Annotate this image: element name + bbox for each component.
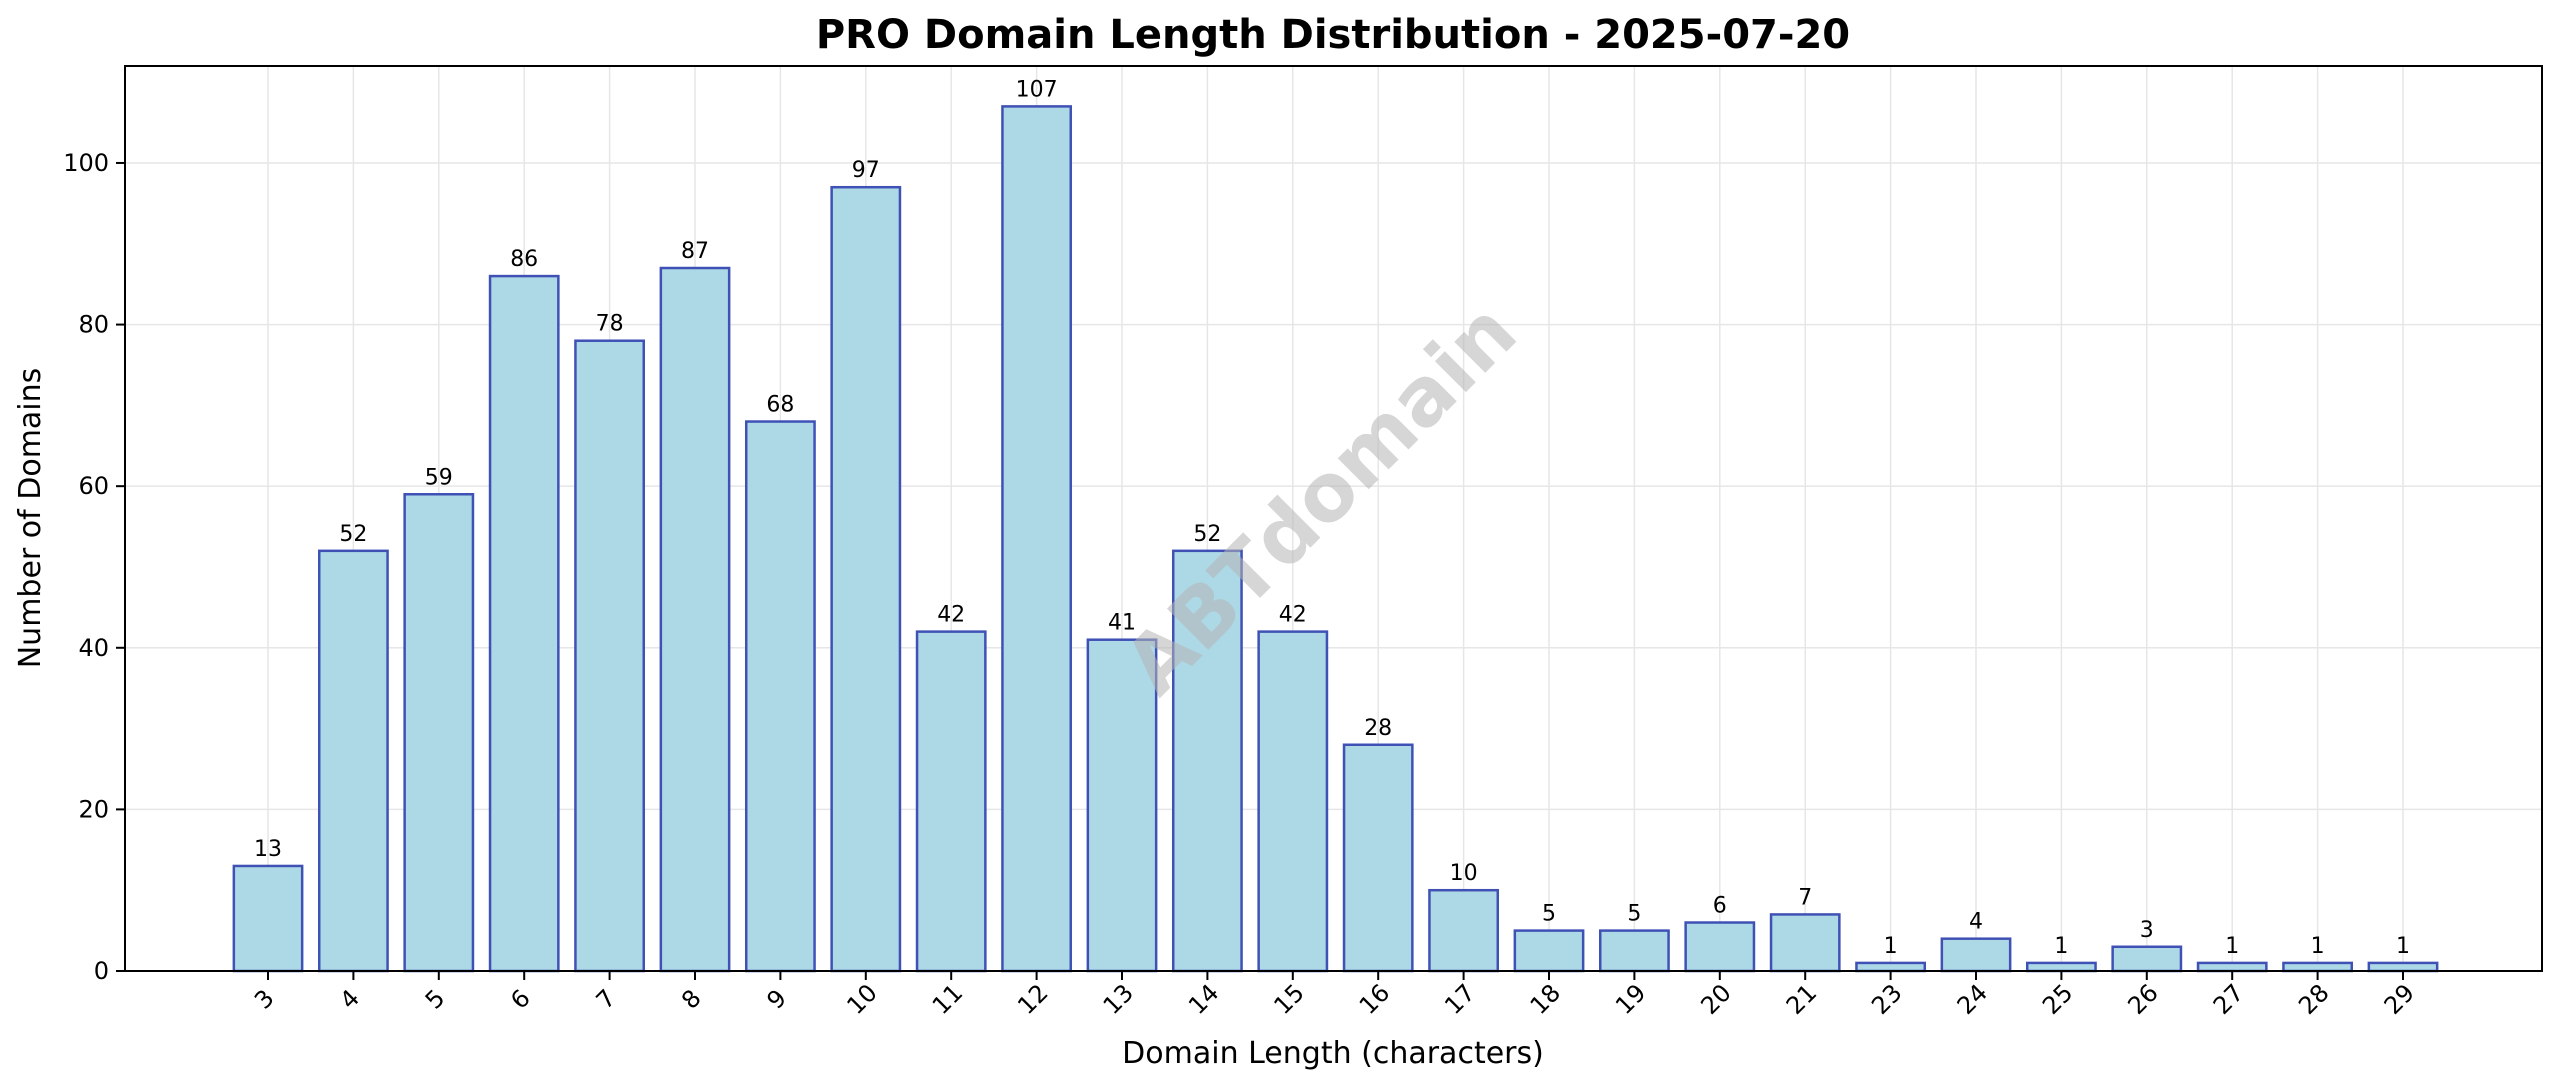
bar-7 [574, 339, 646, 973]
bar-20 [1684, 921, 1756, 973]
x-tick-label-27: 27 [2208, 979, 2249, 1020]
data-label-7: 78 [596, 312, 624, 337]
data-label-16: 28 [1364, 716, 1392, 741]
bar-24 [1940, 937, 2012, 973]
x-tick-label-13: 13 [1098, 979, 1139, 1020]
data-label-24: 4 [1969, 910, 1983, 935]
x-tick-label-9: 9 [761, 984, 792, 1015]
bar-5 [403, 493, 475, 973]
x-tick-label-25: 25 [2037, 979, 2078, 1020]
x-tick-label-28: 28 [2293, 979, 2334, 1020]
x-tick-label-3: 3 [249, 984, 280, 1015]
data-label-17: 10 [1450, 861, 1478, 886]
bar-14 [1171, 549, 1243, 973]
bar-16 [1342, 743, 1414, 973]
data-label-10: 97 [852, 158, 880, 183]
x-tick-label-18: 18 [1525, 979, 1566, 1020]
bar-19 [1598, 929, 1670, 973]
data-label-11: 42 [937, 603, 965, 628]
x-tick-label-21: 21 [1781, 979, 1822, 1020]
bar-12 [1001, 105, 1073, 973]
x-axis: 3 4 5 6 7 8 9 10 11 12 13 14 15 16 17 18 19 20 21 23 24 25 26 2… [249, 971, 2420, 1020]
y-tick-label: 60 [78, 472, 109, 500]
x-tick-label-29: 29 [2379, 979, 2420, 1020]
x-tick-label-19: 19 [1610, 979, 1651, 1020]
y-axis-label: Number of Domains [13, 368, 48, 669]
data-label-20: 6 [1713, 894, 1727, 919]
y-tick-label: 80 [78, 311, 109, 339]
bar-18 [1513, 929, 1585, 973]
bar-3 [232, 864, 304, 973]
y-tick-label: 100 [63, 149, 109, 177]
x-tick-label-14: 14 [1183, 979, 1224, 1020]
bar-6 [488, 274, 560, 973]
bar-28 [2282, 961, 2354, 973]
bar-27 [2196, 961, 2268, 973]
x-tick-label-5: 5 [420, 984, 451, 1015]
x-tick-label-6: 6 [505, 984, 536, 1015]
bar-9 [744, 420, 816, 973]
data-label-4: 52 [339, 522, 367, 547]
data-label-13: 41 [1108, 611, 1136, 636]
x-tick-label-11: 11 [927, 979, 968, 1020]
y-tick-label: 20 [78, 795, 109, 823]
bar-4 [317, 549, 389, 973]
data-label-21: 7 [1798, 885, 1812, 910]
x-tick-label-4: 4 [334, 984, 365, 1015]
x-tick-label-7: 7 [591, 984, 622, 1015]
x-tick-label-12: 12 [1012, 979, 1053, 1020]
x-tick-label-24: 24 [1952, 979, 1993, 1020]
data-label-19: 5 [1627, 902, 1641, 927]
data-label-23: 1 [1884, 934, 1898, 959]
x-tick-label-16: 16 [1354, 979, 1395, 1020]
data-label-28: 1 [2311, 934, 2325, 959]
bar-13 [1086, 638, 1158, 973]
y-tick-label: 0 [94, 957, 109, 985]
data-label-18: 5 [1542, 902, 1556, 927]
y-tick-label: 40 [78, 634, 109, 662]
x-tick-label-20: 20 [1695, 979, 1736, 1020]
data-label-6: 86 [510, 247, 538, 272]
x-tick-label-26: 26 [2122, 979, 2163, 1020]
data-label-26: 3 [2140, 918, 2154, 943]
plot-frame [124, 65, 2543, 972]
data-label-5: 59 [425, 465, 453, 490]
bar-21 [1769, 913, 1841, 973]
y-axis: 0 20 40 60 80 100 [63, 149, 125, 985]
data-label-3: 13 [254, 837, 282, 862]
x-tick-label-23: 23 [1866, 979, 1907, 1020]
bar-11 [915, 630, 987, 973]
data-label-14: 52 [1193, 522, 1221, 547]
data-label-12: 107 [1016, 77, 1058, 102]
bar-25 [2025, 961, 2097, 973]
bar-26 [2111, 945, 2183, 973]
x-axis-label: Domain Length (characters) [1122, 1036, 1544, 1071]
data-label-27: 1 [2225, 934, 2239, 959]
data-label-25: 1 [2054, 934, 2068, 959]
data-label-9: 68 [766, 393, 794, 418]
bar-10 [830, 185, 902, 973]
bar-17 [1428, 888, 1500, 973]
x-tick-label-15: 15 [1268, 979, 1309, 1020]
chart-title: PRO Domain Length Distribution - 2025-07… [816, 12, 1850, 58]
data-label-29: 1 [2396, 934, 2410, 959]
x-tick-label-17: 17 [1439, 979, 1480, 1020]
x-tick-label-10: 10 [841, 979, 882, 1020]
bar-29 [2367, 961, 2439, 973]
bars [232, 105, 2439, 973]
bar-8 [659, 266, 731, 973]
bar-23 [1855, 961, 1927, 973]
data-label-15: 42 [1279, 603, 1307, 628]
bar-15 [1257, 630, 1329, 973]
data-label-8: 87 [681, 239, 709, 264]
x-tick-label-8: 8 [676, 984, 707, 1015]
